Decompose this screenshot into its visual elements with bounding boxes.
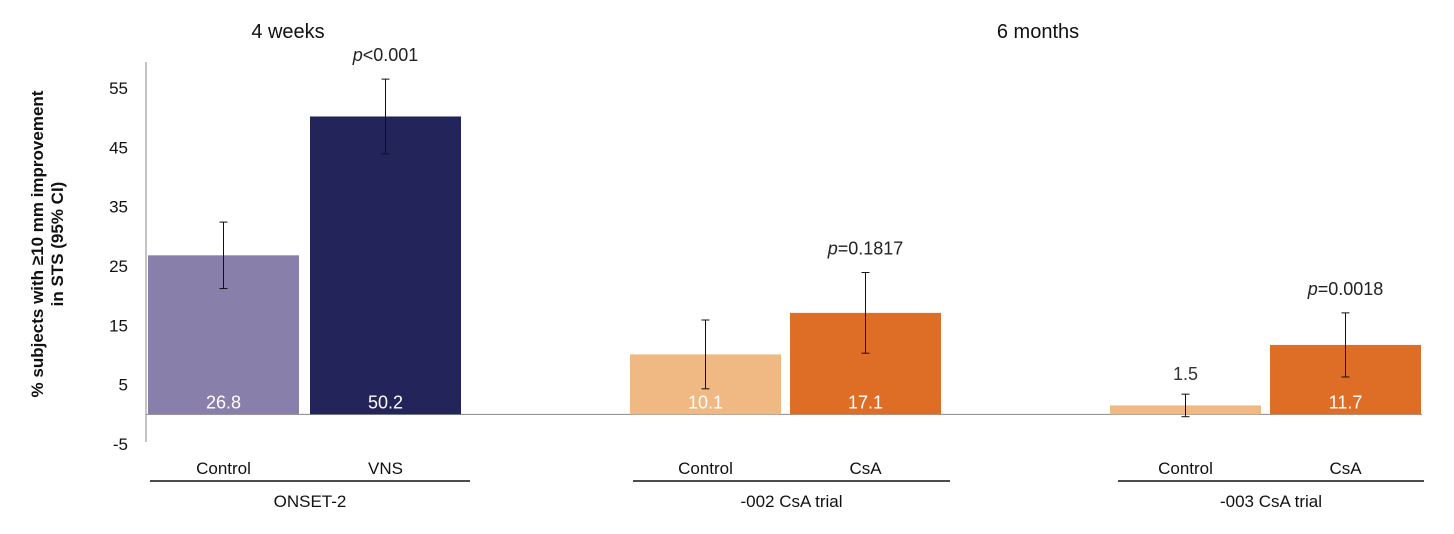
y-tick-label: -5 [113,435,128,454]
data-label: 1.5 [1173,364,1198,384]
y-tick-label: 15 [109,316,128,335]
category-label: CsA [849,459,882,478]
y-tick-label: 55 [109,79,128,98]
period-label-6-months: 6 months [996,21,1080,43]
data-label: 26.8 [206,392,241,412]
y-tick-label: 45 [109,138,128,157]
p-value-label: p=0.0018 [1307,279,1384,299]
data-label: 50.2 [368,392,403,412]
category-label: CsA [1329,459,1362,478]
y-tick-label: 35 [109,198,128,217]
data-label: 11.7 [1329,392,1363,412]
group-label: -002 CsA trial [740,492,842,511]
bar [310,116,461,415]
category-label: Control [196,459,251,478]
category-label: VNS [368,459,403,478]
data-label: 17.1 [848,392,883,412]
data-label: 10.1 [688,392,723,412]
category-label: Control [1158,459,1213,478]
y-tick-label: 25 [109,257,128,276]
period-label-4-weeks: 4 weeks [251,21,325,43]
group-label: -003 CsA trial [1220,492,1322,511]
y-tick-label: 5 [119,376,128,395]
p-value-label: p<0.001 [352,45,419,65]
category-label: Control [678,459,733,478]
group-label: ONSET-2 [274,492,347,511]
p-value-label: p=0.1817 [827,239,904,259]
